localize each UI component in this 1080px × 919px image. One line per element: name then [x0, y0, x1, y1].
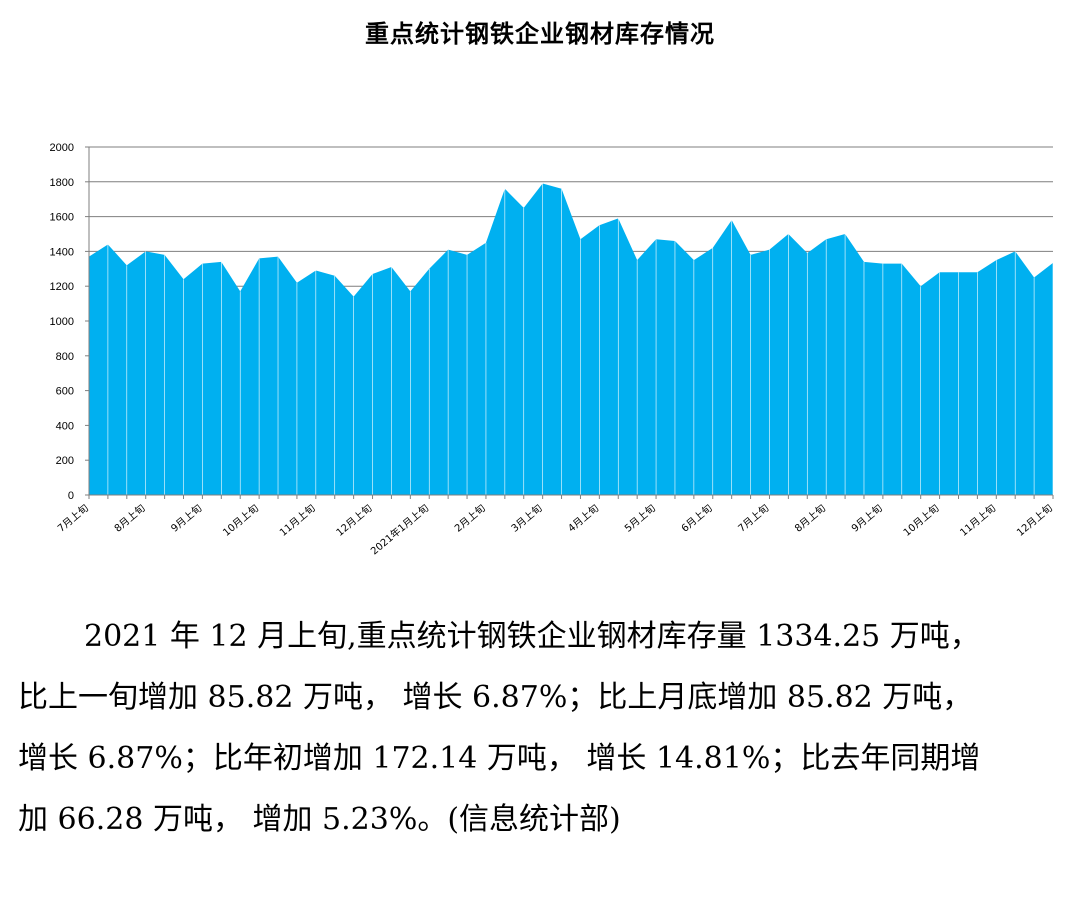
y-tick-label: 1600	[50, 212, 74, 224]
x-tick-label: 7月上旬	[735, 501, 771, 534]
x-tick-label: 8月上旬	[111, 501, 147, 534]
y-tick-label: 1200	[50, 281, 74, 293]
y-tick-label: 1000	[50, 316, 74, 328]
y-tick-label: 1800	[50, 177, 74, 189]
x-tick-label: 7月上旬	[55, 501, 91, 534]
paragraph-line-2: 比上一旬增加 85.82 万吨， 增长 6.87%；比上月底增加 85.82 万…	[18, 680, 973, 715]
x-tick-label: 9月上旬	[849, 501, 885, 534]
x-tick-label: 12月上旬	[1014, 501, 1055, 538]
x-tick-label: 11月上旬	[277, 501, 318, 538]
stock-area-chart: 0 200 400 600 800 1000 1200 1400 1600 1800 2000 7月…	[50, 142, 1055, 557]
x-tick-label: 10月上旬	[900, 501, 941, 538]
y-tick-label: 400	[56, 420, 74, 432]
y-tick-label: 1400	[50, 246, 74, 258]
page-title: 重点统计钢铁企业钢材库存情况	[365, 20, 715, 48]
y-tick-label: 0	[68, 490, 74, 502]
x-tick-label: 5月上旬	[622, 501, 658, 534]
x-tick-label: 11月上旬	[957, 501, 998, 538]
x-tick-label: 3月上旬	[508, 501, 544, 534]
y-tick-label: 800	[56, 351, 74, 363]
x-tick-label: 9月上旬	[168, 501, 204, 534]
paragraph-line-4: 加 66.28 万吨， 增加 5.23%。(信息统计部)	[18, 802, 621, 837]
y-tick-label: 200	[56, 455, 74, 467]
x-tick-label: 10月上旬	[220, 501, 261, 538]
x-tick-label: 8月上旬	[792, 501, 828, 534]
x-tick-label: 12月上旬	[333, 501, 374, 538]
x-tick-label: 6月上旬	[678, 501, 714, 534]
paragraph-line-1: 2021 年 12 月上旬,重点统计钢铁企业钢材库存量 1334.25 万吨，	[84, 619, 980, 654]
x-tick-label: 2021年1月上旬	[368, 501, 431, 557]
paragraph-line-3: 增长 6.87%；比年初增加 172.14 万吨， 增长 14.81%；比去年同…	[18, 741, 981, 776]
y-tick-label: 2000	[50, 142, 74, 154]
x-tick-label: 4月上旬	[565, 501, 601, 534]
stock-area-series	[89, 183, 1053, 495]
x-tick-label: 2月上旬	[452, 501, 488, 534]
y-tick-label: 600	[56, 386, 74, 398]
stock-report-paragraph: 2021 年 12 月上旬,重点统计钢铁企业钢材库存量 1334.25 万吨， …	[18, 606, 1068, 850]
